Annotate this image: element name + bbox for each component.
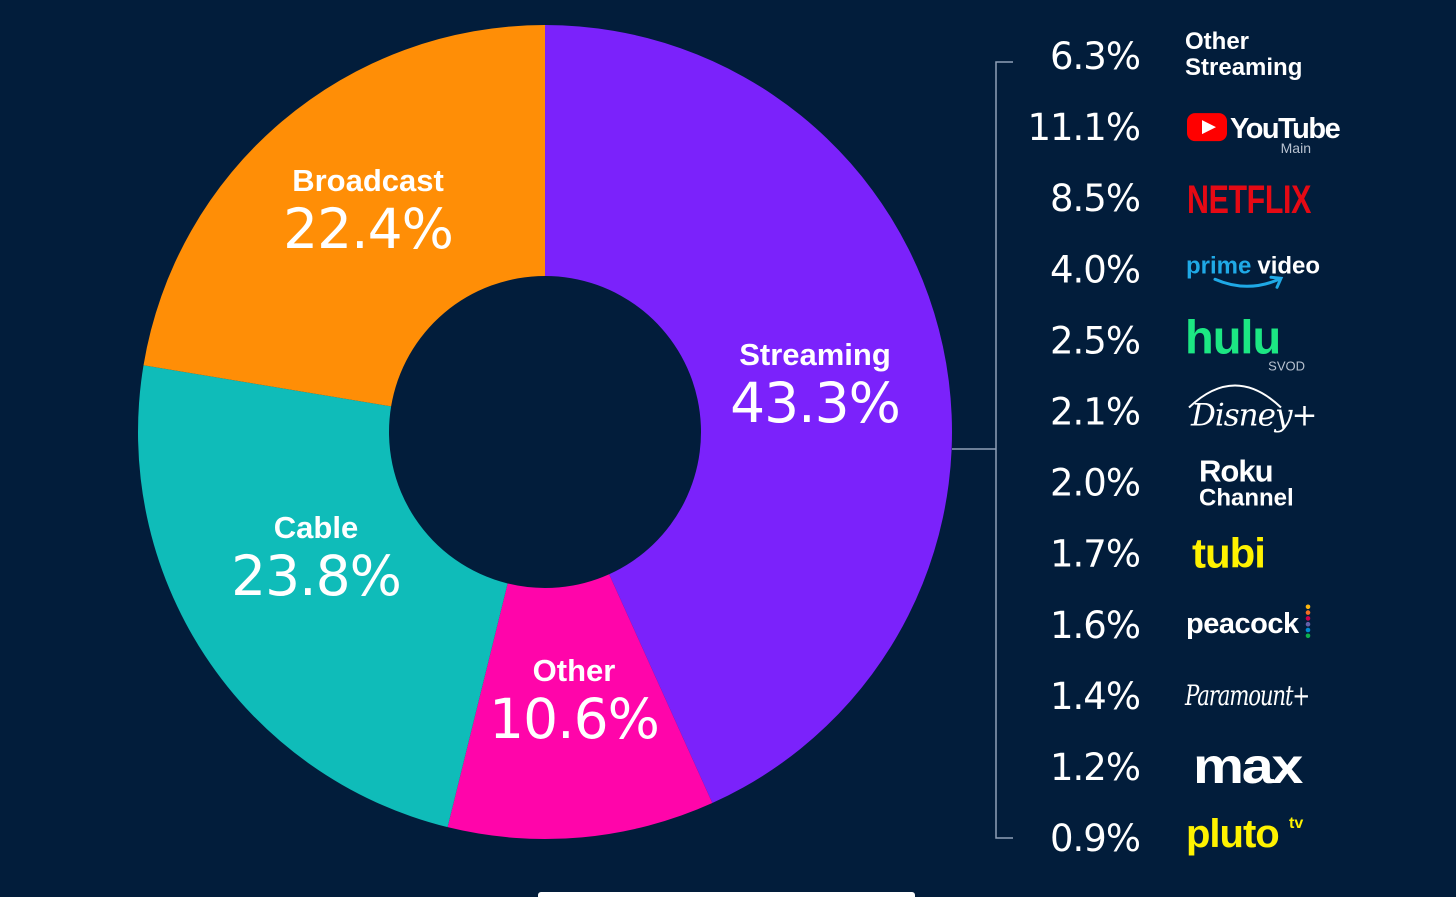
slice-value-other: 10.6%: [489, 687, 659, 751]
peacock-dot-icon: [1305, 627, 1311, 633]
peacock-dot-icon: [1305, 604, 1311, 610]
breakdown-row-peacock: 1.6% peacock: [1050, 604, 1311, 647]
roku-channel-label: Channel: [1199, 485, 1294, 512]
slice-streaming: [545, 25, 952, 804]
slice-cable: [137, 365, 508, 828]
slice-label-streaming: Streaming: [739, 337, 891, 372]
youtube-sub-label: Main: [1281, 140, 1311, 156]
breakdown-value: 1.4%: [1050, 675, 1140, 718]
brand-logo-peacock: peacock: [1186, 608, 1300, 640]
brand-logo-youtube: YouTube: [1230, 113, 1341, 145]
youtube-play-triangle: [1202, 120, 1216, 135]
breakdown-row-paramount: 1.4% Paramount+: [1050, 675, 1311, 718]
donut-slices: [137, 25, 952, 840]
bracket-line: [995, 61, 1013, 839]
brand-logo-roku: Roku: [1199, 454, 1273, 489]
brand-logo-disney: Disney+: [1190, 398, 1316, 434]
brand-logo-max: max: [1193, 738, 1304, 794]
breakdown-value: 0.9%: [1050, 817, 1140, 860]
breakdown-value: 2.0%: [1050, 462, 1140, 505]
breakdown-row-max: 1.2% max: [1050, 738, 1306, 794]
peacock-dot-icon: [1305, 633, 1311, 639]
brand-logo-other-streaming: Other: [1185, 28, 1249, 55]
disney-arc-icon: [1188, 384, 1282, 409]
slice-label-other: Other: [533, 653, 616, 688]
slice-other: [447, 574, 713, 840]
slice-value-broadcast: 22.4%: [283, 197, 453, 261]
slice-value-streaming: 43.3%: [730, 371, 900, 435]
breakdown-row-disney: 2.1% Disney+: [1050, 384, 1317, 434]
brand-logo-pluto: pluto: [1186, 812, 1279, 856]
prime-arrow-icon: [1269, 275, 1284, 289]
home-indicator-bar: [538, 892, 915, 897]
peacock-dot-icon: [1305, 616, 1311, 621]
slice-label-cable: Cable: [274, 510, 358, 545]
brand-logo-netflix: NETFLIX: [1187, 178, 1312, 222]
breakdown-row-tubi: 1.7% tubi: [1050, 530, 1266, 577]
slice-broadcast: [143, 25, 546, 407]
brand-logo-hulu: hulu: [1185, 310, 1280, 363]
breakdown-value: 1.2%: [1050, 746, 1140, 789]
breakdown-value: 1.6%: [1050, 604, 1140, 647]
breakdown-value: 2.5%: [1050, 319, 1140, 362]
brand-logo-tubi: tubi: [1192, 530, 1265, 577]
peacock-dot-icon: [1305, 621, 1311, 627]
brand-logo-paramount: Paramount+: [1184, 679, 1309, 712]
pluto-tv-superscript: tv: [1289, 815, 1303, 832]
breakdown-value: 8.5%: [1050, 177, 1140, 220]
breakdown-value: 1.7%: [1050, 533, 1140, 576]
breakdown-row-prime-video: 4.0% prime video: [1050, 248, 1320, 291]
breakdown-row-pluto: 0.9% pluto tv: [1050, 812, 1303, 860]
brand-logo-other-streaming-line2: Streaming: [1185, 54, 1302, 81]
breakdown-value: 11.1%: [1027, 106, 1140, 149]
breakdown-row-netflix: 8.5% NETFLIX: [1050, 177, 1312, 222]
slice-label-broadcast: Broadcast: [292, 163, 444, 198]
hulu-sub-label: SVOD: [1268, 358, 1305, 373]
slice-value-cable: 23.8%: [231, 544, 401, 608]
brand-logo-prime-video: prime video: [1186, 252, 1320, 279]
prime-smile-icon: [1213, 277, 1281, 288]
streaming-breakdown-bracket: [952, 61, 1013, 839]
breakdown-value: 2.1%: [1050, 391, 1140, 434]
peacock-dot-icon: [1305, 610, 1311, 615]
breakdown-value: 4.0%: [1050, 248, 1140, 291]
breakdown-value: 6.3%: [1050, 35, 1140, 78]
